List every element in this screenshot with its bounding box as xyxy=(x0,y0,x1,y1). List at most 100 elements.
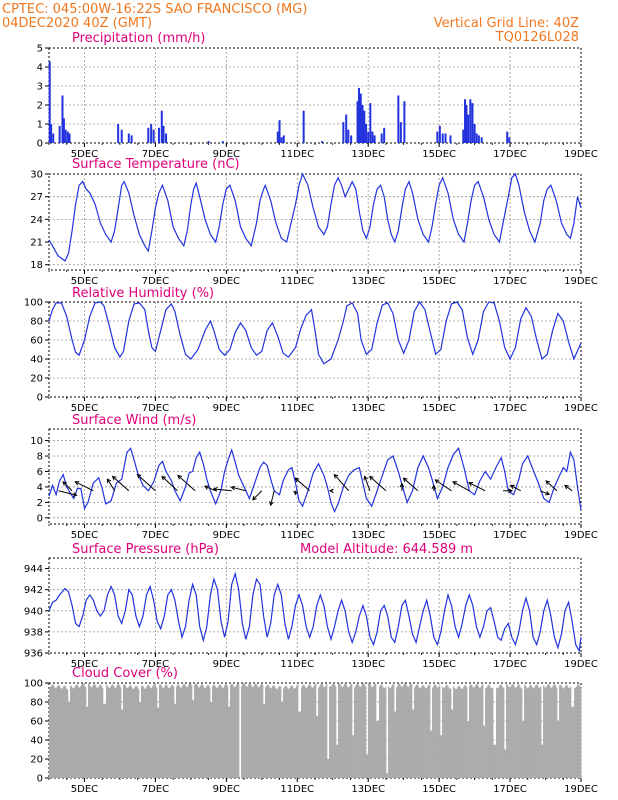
cloud-bar xyxy=(359,686,361,778)
cloud-bar xyxy=(456,688,458,778)
cloud-bar xyxy=(452,709,454,778)
cloud-bar xyxy=(98,686,100,778)
cloud-bar xyxy=(197,685,199,778)
cloud-bar xyxy=(178,684,180,778)
precip-bar xyxy=(282,135,285,143)
cloud-bar xyxy=(192,700,194,778)
cloud-bar xyxy=(97,688,99,778)
wind-arrow-head xyxy=(269,501,274,507)
cloud-bar xyxy=(361,685,363,778)
cloud-bar xyxy=(421,686,423,778)
cloud-bar xyxy=(517,685,519,778)
precip-bar xyxy=(477,135,480,143)
cloud-bar xyxy=(111,684,113,778)
y-tick-label: 4 xyxy=(37,63,43,74)
cloud-bar xyxy=(255,683,257,778)
cloud-bar xyxy=(165,684,167,778)
cloud-bar xyxy=(314,684,316,778)
cloud-bar xyxy=(132,688,134,778)
cloud-bar xyxy=(151,688,153,778)
wind-arrow-head xyxy=(293,490,298,496)
cloud-bar xyxy=(201,684,203,778)
cloud-bar xyxy=(508,686,510,778)
cloud-bar xyxy=(398,683,400,778)
cloud-bar xyxy=(484,725,486,778)
cloud-bar xyxy=(273,685,275,778)
cloud-bar xyxy=(481,685,483,778)
y-tick-label: 60 xyxy=(30,336,43,347)
cloud-bar xyxy=(540,686,542,778)
precip-bar xyxy=(58,125,61,143)
cloud-bar xyxy=(483,725,485,778)
wind-arrow-head xyxy=(72,492,78,497)
cloud-bar xyxy=(147,685,149,778)
cloud-bar xyxy=(416,684,418,778)
y-tick-label: 27 xyxy=(30,192,43,203)
cloud-bar xyxy=(522,721,524,778)
cloud-bar xyxy=(241,686,243,778)
precip-bar xyxy=(160,110,163,143)
precip-bar xyxy=(371,131,374,143)
cloud-bar xyxy=(79,687,81,778)
cloud-bar xyxy=(535,685,537,778)
precip-bar xyxy=(449,135,452,143)
wind-arrow-head xyxy=(294,477,300,483)
cloud-bar xyxy=(537,685,539,778)
panel-frame xyxy=(48,47,582,144)
x-tick-label: 19DEC xyxy=(564,659,598,670)
cloud-bar xyxy=(436,686,438,778)
cloud-bar xyxy=(129,685,131,778)
cloud-bar xyxy=(394,711,396,778)
cloud-bar xyxy=(310,685,312,778)
cloud-bar xyxy=(516,687,518,778)
cloud-bar xyxy=(207,684,209,778)
cloud-bar xyxy=(88,683,90,778)
cloud-bar xyxy=(569,688,571,778)
cloud-bar xyxy=(171,685,173,778)
precip-bar xyxy=(278,120,281,143)
cloud-bar xyxy=(440,735,442,778)
cloud-bar xyxy=(297,684,299,778)
cloud-bar xyxy=(141,685,143,778)
cloud-bar xyxy=(563,688,565,778)
wind-arrow-head xyxy=(564,484,569,490)
cloud-bar xyxy=(514,687,516,778)
precip-bar xyxy=(399,122,402,143)
cloud-bar xyxy=(277,688,279,778)
cloud-bar xyxy=(182,685,184,778)
cloud-bar xyxy=(186,687,188,778)
cloud-bar xyxy=(486,687,488,778)
cloud-bar xyxy=(539,688,541,778)
cloud-bar xyxy=(181,687,183,778)
cloud-bar xyxy=(232,684,234,778)
cloud-bar xyxy=(301,687,303,778)
cloud-bar xyxy=(352,735,354,778)
cloud-bar xyxy=(211,702,213,778)
cloud-bar xyxy=(283,688,285,778)
cloud-bar xyxy=(138,689,140,778)
precip-bar xyxy=(117,124,120,143)
cloud-bar xyxy=(258,687,260,778)
cloud-bar xyxy=(49,687,51,778)
cloud-bar xyxy=(562,688,564,778)
cloud-bar xyxy=(260,684,262,778)
cloud-bar xyxy=(158,707,160,778)
header-model-code: TQ0126L028 xyxy=(495,30,579,45)
wind-arrow xyxy=(333,474,350,492)
wind-arrow-head xyxy=(62,481,68,486)
x-tick-label: 5DEC xyxy=(71,530,98,541)
cloud-bar xyxy=(156,687,158,778)
cloud-bar xyxy=(134,687,136,778)
cloud-bar xyxy=(299,711,301,778)
wind-arrow-head xyxy=(333,473,339,479)
x-tick-label: 17DEC xyxy=(493,530,527,541)
cloud-bar xyxy=(133,689,135,778)
cloud-bar xyxy=(259,686,261,778)
cloud-bar xyxy=(529,685,531,778)
cloud-bar xyxy=(221,686,223,778)
cloud-bar xyxy=(386,773,388,778)
y-tick-label: 3 xyxy=(37,82,43,93)
cloud-bar xyxy=(288,689,290,778)
cloud-bar xyxy=(360,687,362,778)
cloud-bar xyxy=(142,685,144,778)
